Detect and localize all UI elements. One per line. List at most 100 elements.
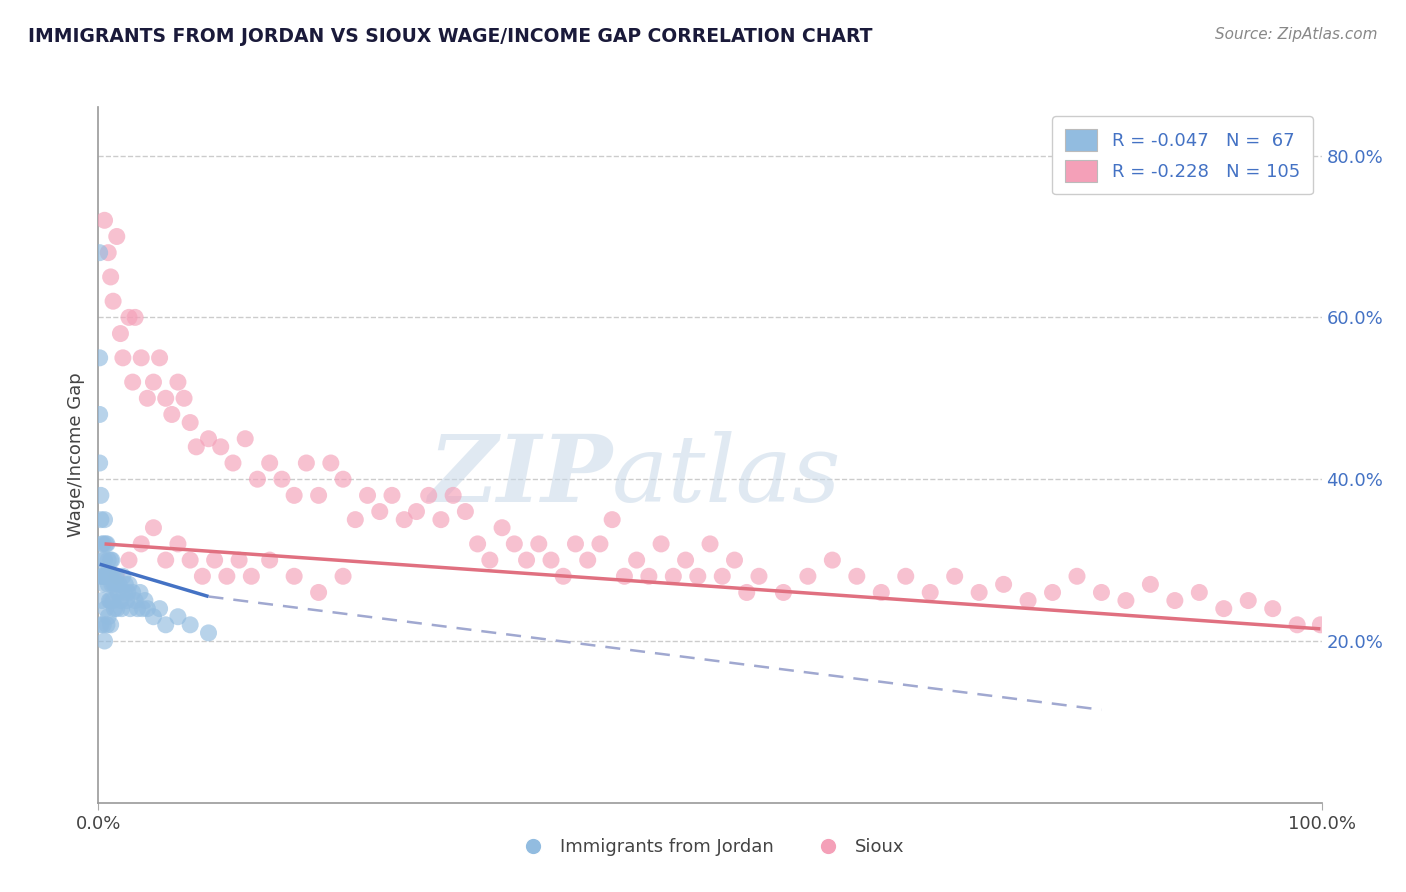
Point <box>110 593 132 607</box>
Point <box>160 408 183 422</box>
Point <box>467 537 489 551</box>
Point <box>1066 569 1088 583</box>
Point <box>90 513 112 527</box>
Point <box>259 553 281 567</box>
Point <box>478 553 501 567</box>
Point <box>134 593 156 607</box>
Point <box>107 585 129 599</box>
Point <box>90 488 112 502</box>
Point <box>155 553 177 567</box>
Point <box>142 375 165 389</box>
Point <box>1309 617 1331 632</box>
Point <box>259 456 281 470</box>
Point <box>100 569 122 583</box>
Point <box>96 537 118 551</box>
Point <box>97 609 120 624</box>
Point <box>129 351 152 365</box>
Point <box>90 569 112 583</box>
Point <box>1042 585 1064 599</box>
Text: ZIP: ZIP <box>427 431 612 521</box>
Y-axis label: Wage/Income Gap: Wage/Income Gap <box>66 373 84 537</box>
Point <box>344 513 367 527</box>
Point <box>204 553 226 567</box>
Point <box>100 593 122 607</box>
Point <box>1237 593 1260 607</box>
Point <box>1188 585 1211 599</box>
Point <box>136 601 159 615</box>
Point <box>515 553 537 567</box>
Point <box>1286 617 1309 632</box>
Point <box>121 375 143 389</box>
Point <box>430 513 453 527</box>
Point <box>215 569 238 583</box>
Point <box>111 601 134 615</box>
Point <box>283 488 305 502</box>
Point <box>105 601 128 615</box>
Point <box>91 617 114 632</box>
Point <box>94 601 117 615</box>
Point <box>967 585 990 599</box>
Point <box>94 569 117 583</box>
Point <box>662 569 685 583</box>
Point <box>1090 585 1112 599</box>
Point <box>149 601 172 615</box>
Point <box>114 577 136 591</box>
Point <box>1212 601 1234 615</box>
Point <box>124 310 146 325</box>
Point <box>821 553 844 567</box>
Point <box>110 326 132 341</box>
Point <box>650 537 672 551</box>
Point <box>91 569 114 583</box>
Point <box>295 456 318 470</box>
Point <box>1139 577 1161 591</box>
Point <box>356 488 378 502</box>
Point <box>228 553 250 567</box>
Point <box>91 553 114 567</box>
Point <box>98 593 121 607</box>
Point <box>93 577 115 591</box>
Point <box>675 553 697 567</box>
Point <box>155 617 177 632</box>
Point <box>104 569 127 583</box>
Point <box>246 472 269 486</box>
Point <box>118 310 141 325</box>
Point <box>870 585 893 599</box>
Point <box>94 537 117 551</box>
Point <box>96 617 118 632</box>
Point <box>93 634 115 648</box>
Point <box>103 601 125 615</box>
Point <box>179 553 201 567</box>
Point <box>124 593 146 607</box>
Point <box>91 593 114 607</box>
Point <box>454 504 477 518</box>
Point <box>186 440 208 454</box>
Point <box>98 569 121 583</box>
Point <box>527 537 550 551</box>
Point <box>240 569 263 583</box>
Point <box>131 601 153 615</box>
Point <box>136 392 159 406</box>
Point <box>93 213 115 227</box>
Point <box>638 569 661 583</box>
Point <box>1017 593 1039 607</box>
Point <box>772 585 794 599</box>
Point <box>405 504 427 518</box>
Point <box>100 553 122 567</box>
Point <box>735 585 758 599</box>
Point <box>89 351 111 365</box>
Point <box>91 537 114 551</box>
Point <box>699 537 721 551</box>
Point <box>111 569 134 583</box>
Text: atlas: atlas <box>612 431 842 521</box>
Point <box>491 521 513 535</box>
Point <box>97 245 120 260</box>
Point <box>797 569 820 583</box>
Point <box>553 569 575 583</box>
Point <box>197 626 219 640</box>
Point <box>91 569 114 583</box>
Point <box>222 456 245 470</box>
Point <box>332 472 354 486</box>
Point <box>179 617 201 632</box>
Point <box>100 617 122 632</box>
Point <box>142 521 165 535</box>
